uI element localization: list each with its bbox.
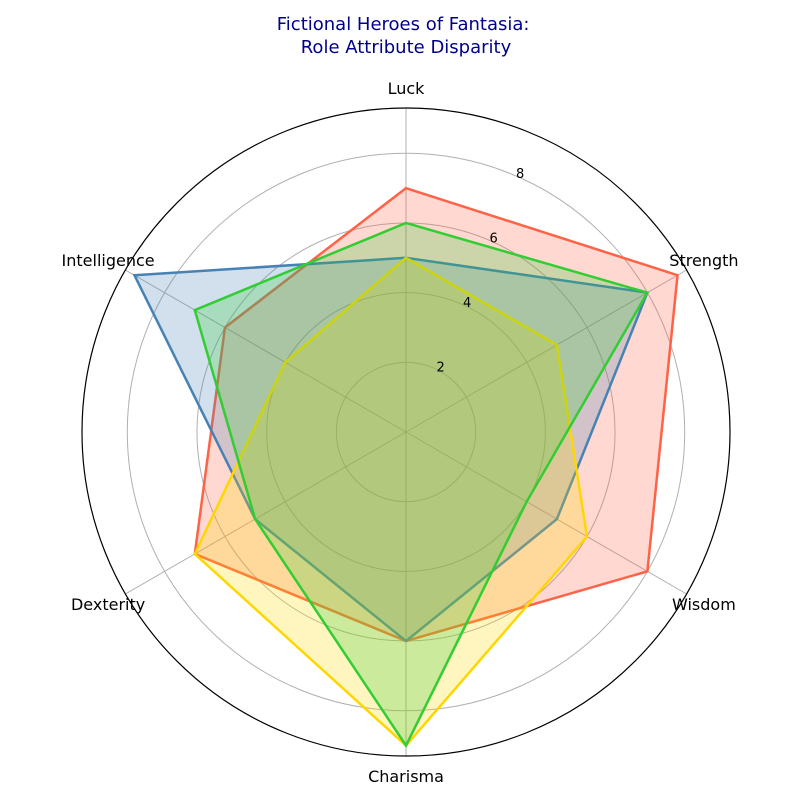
series-4 (193, 221, 650, 749)
axis-label-intelligence: Intelligence (62, 251, 155, 270)
radial-tick-label: 4 (463, 296, 471, 311)
axis-label-wisdom: Wisdom (672, 595, 736, 614)
series-area (194, 257, 588, 746)
axis-spoke (405, 431, 687, 595)
series-area (194, 222, 648, 746)
chart-title-line-1: Fictional Heroes of Fantasia: (277, 14, 530, 35)
radial-tick-label: 6 (489, 232, 497, 247)
chart-title: Fictional Heroes of Fantasia: Role Attri… (277, 14, 535, 58)
axis-label-dexterity: Dexterity (71, 595, 145, 614)
polar-frame (81, 107, 731, 757)
axis-labels: 2 4 6 8 Luck Strength Wisdom Charisma Dexterity I… (62, 79, 739, 786)
radial-tick-label: 8 (516, 167, 524, 182)
axis-label-strength: Strength (669, 251, 738, 270)
axis-spoke (405, 269, 687, 433)
chart-title-line-2: Role Attribute Disparity (301, 37, 512, 58)
radar-grid (81, 107, 731, 757)
series-area (134, 257, 648, 642)
axis-label-charisma: Charisma (368, 767, 444, 786)
series-area (194, 188, 678, 642)
axis-label-luck: Luck (388, 79, 426, 98)
axis-spoke (125, 269, 407, 433)
series-layer (132, 186, 679, 749)
series-line (193, 221, 650, 749)
axis-spoke (125, 431, 407, 595)
radial-tick-label: 2 (436, 361, 444, 376)
